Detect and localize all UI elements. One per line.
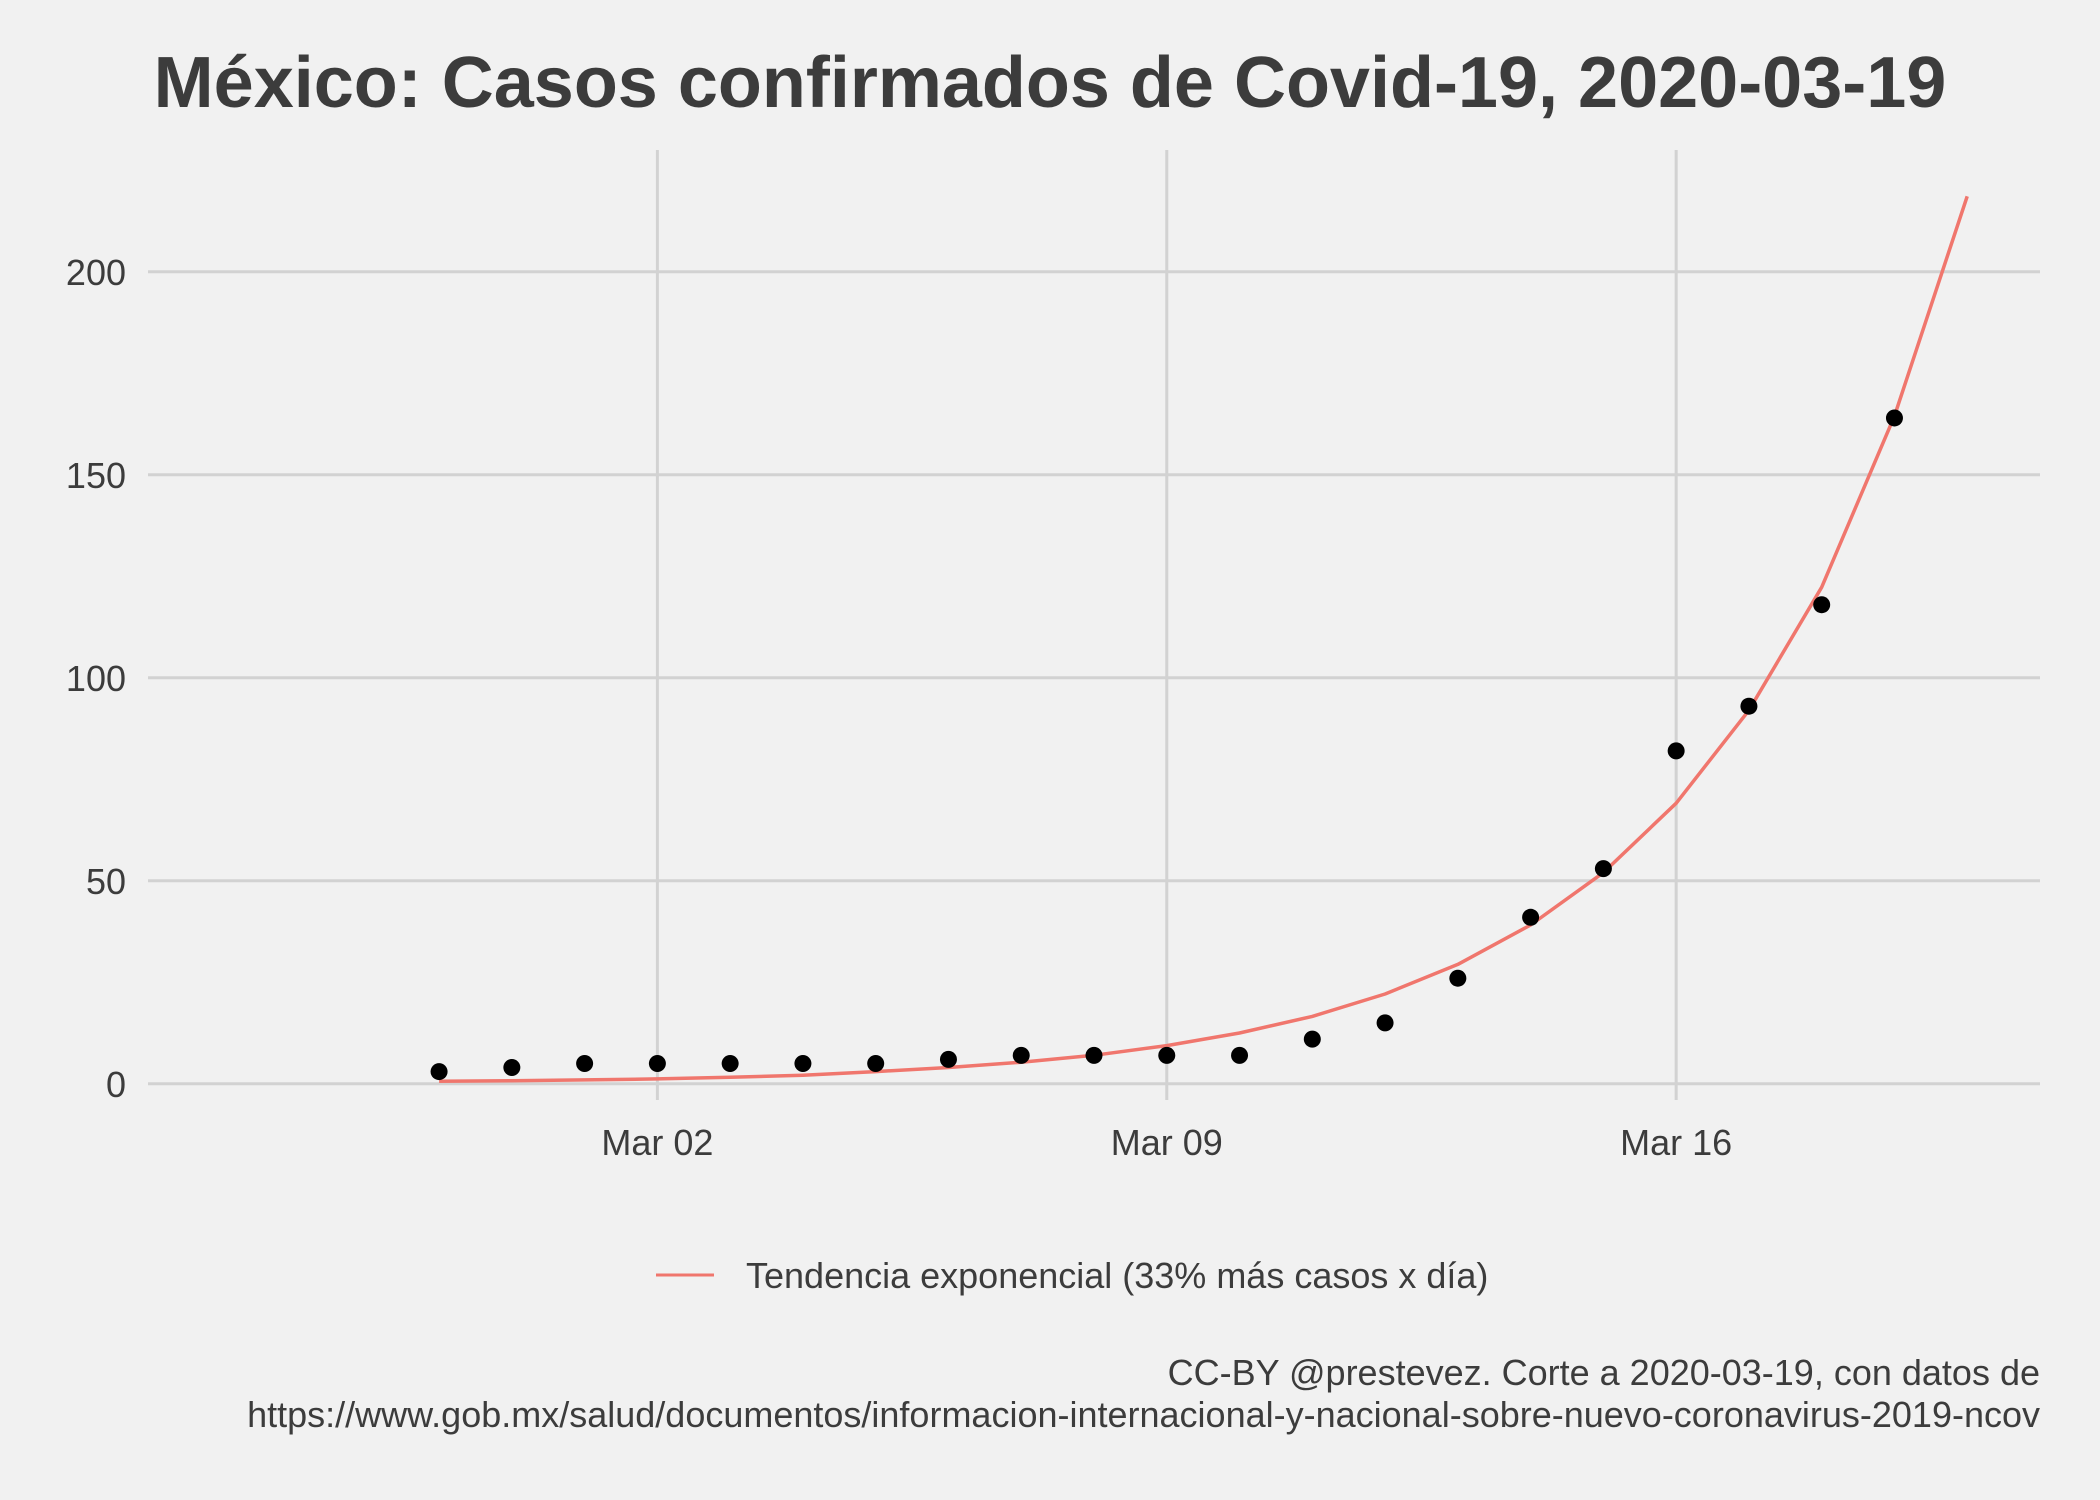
data-point [503,1059,521,1077]
data-point [794,1054,812,1072]
data-point [1667,742,1685,760]
data-point [1740,697,1758,715]
y-tick-label: 100 [66,658,126,699]
y-tick-label: 50 [86,861,126,902]
data-point [1231,1046,1249,1064]
data-point [1085,1046,1103,1064]
chart-caption: CC-BY @prestevez. Corte a 2020-03-19, co… [247,1352,2040,1436]
data-point [1158,1046,1176,1064]
trend-line-layer [439,195,1969,1084]
caption-line-2: https://www.gob.mx/salud/documentos/info… [247,1394,2040,1435]
data-point [867,1054,885,1072]
data-point [648,1054,666,1072]
trend-line [439,195,1969,1084]
x-tick-label: Mar 16 [1620,1122,1732,1163]
data-point [1012,1046,1030,1064]
data-point [1449,969,1467,987]
data-point [1594,860,1612,878]
data-point [1522,908,1540,926]
chart-title: México: Casos confirmados de Covid-19, 2… [153,43,1947,123]
y-tick-label: 0 [106,1064,126,1105]
y-axis-tick-labels: 0 50 100 150 200 [66,252,126,1105]
grid-lines [148,150,2040,1100]
caption-line-1: CC-BY @prestevez. Corte a 2020-03-19, co… [1167,1352,2040,1393]
data-point [1303,1030,1321,1048]
legend-label: Tendencia exponencial (33% más casos x d… [746,1255,1488,1296]
x-tick-label: Mar 02 [601,1122,713,1163]
x-tick-label: Mar 09 [1111,1122,1223,1163]
data-point [721,1054,739,1072]
y-tick-label: 150 [66,455,126,496]
data-point [1376,1014,1394,1032]
y-tick-label: 200 [66,252,126,293]
data-point [576,1054,594,1072]
data-point [939,1050,957,1068]
legend: Tendencia exponencial (33% más casos x d… [656,1255,1488,1296]
data-point [430,1063,448,1081]
data-points [430,409,1903,1081]
x-axis-tick-labels: Mar 02 Mar 09 Mar 16 [601,1122,1732,1163]
data-point [1885,409,1903,427]
data-point [1813,596,1831,614]
